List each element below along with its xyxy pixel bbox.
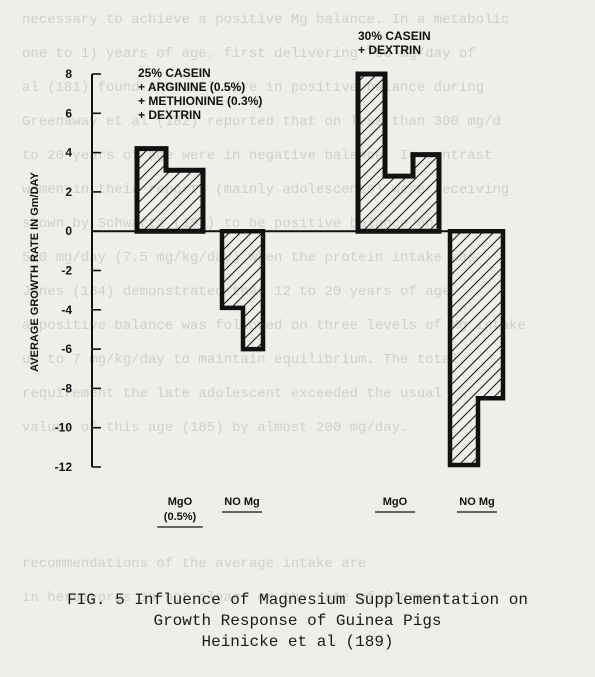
y-tick-label: 6 [65,106,72,120]
bleed-through-line: shown by Schwartz (183) to be positive b… [22,216,434,232]
category-label: NO Mg [459,496,494,508]
y-tick-label: 8 [65,67,72,81]
caption-line-1: FIG. 5 Influence of Magnesium Supplement… [67,591,528,609]
group-label-line: 30% CASEIN [358,29,431,43]
bleed-through-line: values of this age (185) by almost 200 m… [22,420,409,436]
bar-2-1 [355,71,442,234]
category-label: (0.5%) [164,511,197,523]
bleed-through-line: one to 1) years of age, first delivering… [22,46,476,62]
caption-line-3: Heinicke et al (189) [201,633,394,651]
bleed-through-line: a positive balance was followed on three… [22,318,527,334]
bar-1-2 [219,228,266,352]
caption-line-2: Growth Response of Guinea Pigs [153,612,442,630]
y-tick-label: -6 [61,342,72,356]
y-axis-label: AVERAGE GROWTH RATE IN Gm/DAY [29,172,41,372]
group-label-line: + ARGININE (0.5%) [138,80,245,94]
category-label: MgO [168,496,193,508]
bleed-through-line: up to 7 mg/kg/day to maintain equilibriu… [22,352,459,368]
group-label-line: 25% CASEIN [138,66,211,80]
y-tick-label: 0 [65,224,72,238]
y-tick-label: -12 [55,460,73,474]
y-tick-label: -8 [61,381,72,395]
labels-layer: MgO (0.5%) NO Mg 25% CASEIN+ ARGININE (0.5%… [138,29,497,528]
y-tick-label: -10 [55,421,73,435]
bleed-through-line: recommendations of the average intake ar… [22,556,367,572]
category-label: NO Mg [224,496,259,508]
y-axis: 8 6 4 2 0 -2 -4 -6 -8 -10 -12 [55,67,505,474]
y-tick-label: -4 [61,303,72,317]
bleed-through-line: in herbivores is not clear, or the rate … [22,590,451,606]
group-label-line: + DEXTRIN [358,43,421,57]
category-label: MgO [383,496,408,508]
bleed-through-line: necessary to achieve a positive Mg balan… [22,12,510,28]
figure-caption: FIG. 5 Influence of Magnesium Supplement… [0,590,595,653]
bar-1-1 [134,146,206,234]
group-label-line: + METHIONINE (0.3%) [138,94,262,108]
bars-layer [134,71,506,468]
group-label-line: + DEXTRIN [138,108,201,122]
y-tick-label: -2 [61,264,72,278]
bar-2-2 [447,228,506,468]
y-tick-label: 2 [65,185,72,199]
growth-rate-chart: 8 6 4 2 0 -2 -4 -6 -8 -10 -12 MgO (0.5%) NO Mg 25% CA… [29,29,506,528]
bleed-through-line: requirement the late adolescent exceeded… [22,386,443,402]
y-tick-label: 4 [65,146,72,160]
